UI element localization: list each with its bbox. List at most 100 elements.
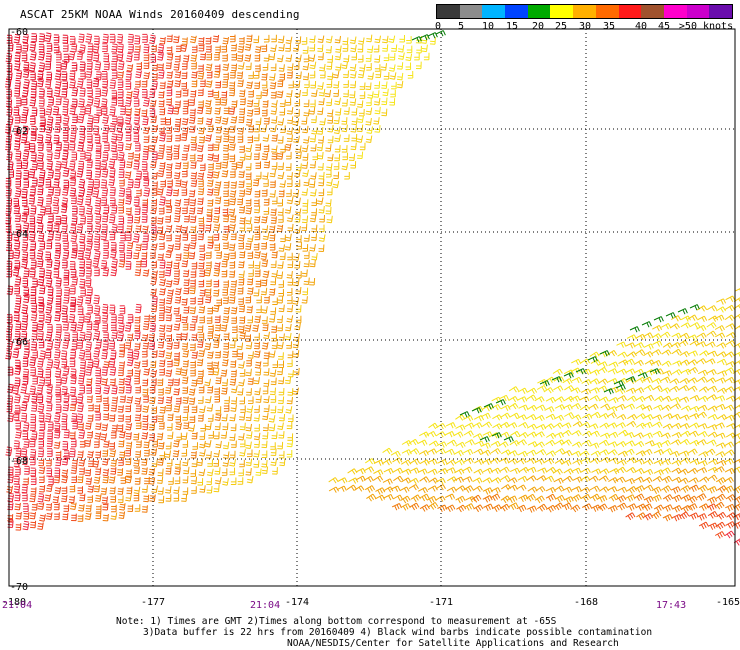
wind-barb bbox=[143, 71, 150, 80]
wind-barb bbox=[142, 269, 150, 277]
wind-barb bbox=[545, 486, 556, 494]
wind-barb bbox=[39, 421, 46, 431]
wind-barb bbox=[365, 135, 373, 143]
wind-barb bbox=[248, 124, 254, 133]
wind-barb bbox=[175, 133, 181, 142]
wind-barb bbox=[279, 72, 286, 81]
wind-barb bbox=[37, 330, 44, 340]
wind-barb bbox=[652, 430, 663, 438]
wind-barb bbox=[239, 412, 246, 421]
wind-barb bbox=[725, 521, 736, 529]
legend-tick-label: 45 bbox=[657, 21, 671, 32]
wind-barb bbox=[286, 151, 292, 160]
latitude-label: -60 bbox=[10, 27, 28, 38]
wind-barb bbox=[110, 266, 118, 277]
wind-barb bbox=[354, 485, 365, 492]
wind-barb bbox=[516, 439, 528, 446]
wind-barb bbox=[232, 349, 238, 358]
wind-barb bbox=[61, 413, 68, 423]
wind-barb bbox=[55, 51, 62, 61]
wind-barb bbox=[166, 458, 173, 467]
wind-barb bbox=[270, 405, 277, 414]
wind-barb bbox=[627, 413, 638, 421]
wind-barb bbox=[662, 370, 673, 377]
wind-barb bbox=[579, 358, 591, 365]
wind-barb bbox=[714, 501, 725, 510]
wind-barb bbox=[221, 413, 228, 422]
wind-barb bbox=[276, 152, 284, 160]
wind-barb bbox=[141, 213, 148, 223]
wind-barb bbox=[142, 89, 148, 98]
wind-barb bbox=[359, 64, 366, 72]
wind-barb bbox=[157, 44, 165, 54]
wind-barb bbox=[5, 177, 12, 187]
wind-barb bbox=[31, 161, 38, 171]
wind-barb bbox=[607, 441, 618, 448]
wind-barb bbox=[87, 87, 93, 97]
wind-barb bbox=[237, 197, 244, 206]
wind-barb bbox=[326, 80, 333, 88]
wind-barb bbox=[626, 351, 637, 358]
wind-barb bbox=[303, 234, 310, 242]
wind-barb bbox=[199, 449, 206, 457]
wind-barb bbox=[222, 422, 229, 431]
wind-barb bbox=[231, 440, 237, 448]
wind-barb bbox=[276, 271, 284, 279]
wind-barb bbox=[150, 304, 158, 313]
wind-barb bbox=[7, 473, 14, 484]
wind-barb bbox=[14, 212, 21, 222]
wind-barb bbox=[374, 35, 381, 44]
wind-barb bbox=[46, 402, 53, 412]
wind-barb bbox=[199, 405, 206, 414]
wind-barb bbox=[261, 152, 269, 161]
wind-barb bbox=[401, 459, 412, 466]
wind-barb bbox=[546, 466, 557, 474]
wind-barb bbox=[94, 134, 101, 144]
wind-barb bbox=[188, 251, 196, 260]
wind-barb bbox=[715, 403, 726, 411]
wind-barb bbox=[151, 350, 158, 358]
wind-barb bbox=[38, 412, 45, 422]
longitude-label: -171 bbox=[429, 597, 453, 608]
wind-barb bbox=[463, 448, 474, 456]
wind-barb bbox=[88, 178, 94, 188]
wind-barb bbox=[707, 486, 718, 494]
wind-barb bbox=[303, 259, 310, 268]
wind-barb bbox=[212, 34, 220, 43]
wind-barbs bbox=[5, 30, 740, 546]
wind-barb bbox=[197, 72, 205, 80]
wind-barb bbox=[688, 350, 699, 357]
wind-barb bbox=[358, 37, 365, 45]
wind-barb bbox=[149, 99, 157, 108]
wind-barb bbox=[191, 431, 198, 440]
wind-barb bbox=[70, 321, 77, 332]
wind-barb bbox=[22, 33, 29, 44]
wind-barb bbox=[277, 367, 284, 376]
wind-barb bbox=[231, 100, 238, 108]
wind-barb bbox=[222, 459, 230, 467]
wind-barb bbox=[158, 495, 165, 504]
wind-barb bbox=[253, 242, 260, 251]
wind-barb bbox=[285, 163, 292, 171]
wind-barb bbox=[261, 440, 268, 449]
wind-barb bbox=[589, 369, 600, 376]
wind-barb bbox=[508, 502, 519, 510]
wind-barb bbox=[301, 117, 308, 125]
wind-barb bbox=[223, 280, 229, 288]
note-line-2: 3)Data buffer is 22 hrs from 20160409 4)… bbox=[143, 627, 653, 638]
wind-barb bbox=[228, 223, 236, 232]
wind-barb bbox=[229, 378, 237, 386]
wind-barb bbox=[125, 404, 132, 413]
wind-barb bbox=[343, 89, 349, 98]
wind-barb bbox=[725, 432, 737, 439]
wind-barb bbox=[54, 149, 61, 160]
wind-barb bbox=[214, 52, 220, 61]
wind-barb bbox=[200, 423, 206, 432]
wind-barb bbox=[198, 43, 205, 52]
wind-barb bbox=[182, 88, 189, 97]
wind-barb bbox=[263, 395, 270, 404]
wind-barb bbox=[662, 513, 673, 522]
wind-barb bbox=[288, 414, 294, 422]
wind-barb bbox=[349, 63, 357, 72]
wind-barb bbox=[77, 339, 83, 349]
